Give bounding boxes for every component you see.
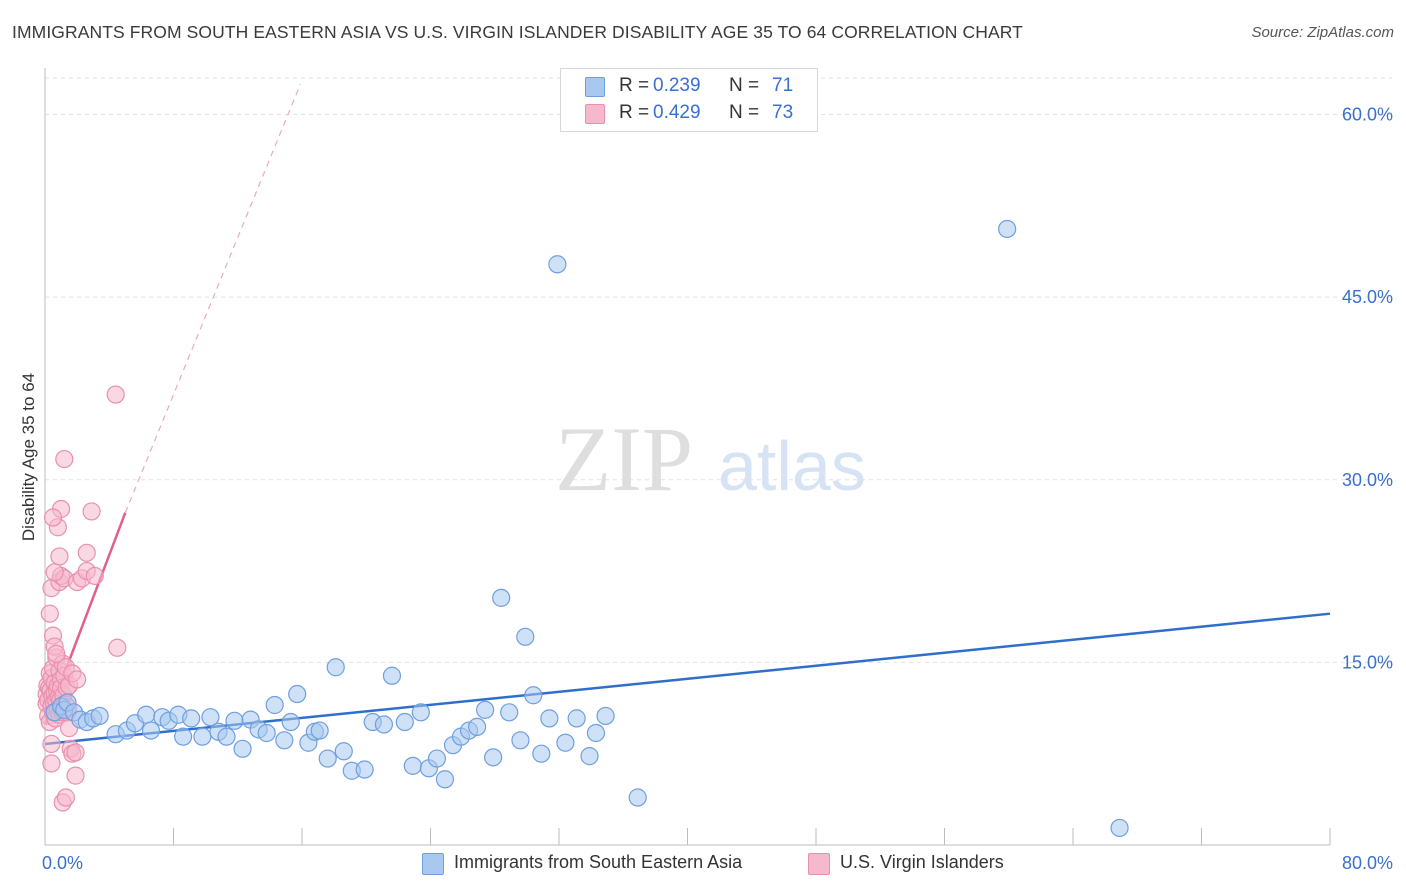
data-point-south-eastern-asia: [556, 733, 575, 752]
y-tick-label: 45.0%: [1342, 287, 1393, 307]
data-point-south-eastern-asia: [182, 709, 201, 728]
data-point-south-eastern-asia: [382, 666, 402, 685]
data-point-south-eastern-asia: [548, 255, 567, 274]
data-point-south-eastern-asia: [476, 700, 495, 719]
data-point-south-eastern-asia: [998, 219, 1017, 239]
data-point-south-eastern-asia: [225, 711, 244, 730]
data-point-us-virgin-islanders: [77, 543, 96, 562]
legend-r-value: 0.429: [653, 102, 701, 123]
source-label: Source: ZipAtlas.com: [1251, 24, 1394, 41]
y-tick-label: 60.0%: [1342, 105, 1393, 125]
series-legend: Immigrants from South Eastern Asia U.S. …: [0, 852, 1406, 878]
gridlines: [45, 77, 1392, 663]
data-point-south-eastern-asia: [580, 747, 599, 766]
points-us-virgin-islanders: [37, 385, 127, 812]
data-point-south-eastern-asia: [217, 727, 236, 746]
data-point-south-eastern-asia: [467, 717, 487, 737]
data-point-us-virgin-islanders: [50, 547, 69, 566]
data-point-south-eastern-asia: [492, 588, 511, 607]
watermark: ZIP atlas: [555, 408, 866, 510]
points-south-eastern-asia: [45, 219, 1129, 838]
data-point-south-eastern-asia: [411, 703, 430, 722]
data-point-south-eastern-asia: [288, 684, 307, 704]
data-point-south-eastern-asia: [355, 760, 374, 779]
data-point-us-virgin-islanders: [43, 508, 63, 527]
legend-swatch-blue: [585, 77, 605, 97]
data-point-south-eastern-asia: [193, 727, 212, 746]
tick-labels: 15.0% 30.0% 45.0% 60.0% 0.0% 80.0%: [42, 105, 1393, 873]
correlation-legend: R = 0.239 N = 71 R = 0.429 N = 73: [560, 68, 818, 132]
y-tick-label: 15.0%: [1342, 652, 1393, 672]
x-tick-label: 0.0%: [42, 853, 83, 873]
data-point-us-virgin-islanders: [45, 563, 64, 582]
legend-label-south-eastern-asia: Immigrants from South Eastern Asia: [454, 852, 743, 872]
data-point-south-eastern-asia: [281, 712, 300, 732]
chart-title: IMMIGRANTS FROM SOUTH EASTERN ASIA VS U.…: [12, 22, 1023, 42]
data-point-south-eastern-asia: [233, 739, 252, 758]
legend-label-us-virgin-islanders: U.S. Virgin Islanders: [840, 852, 1004, 872]
data-point-south-eastern-asia: [395, 712, 414, 732]
legend-r-value: 0.239: [653, 75, 701, 96]
data-point-us-virgin-islanders: [85, 566, 104, 586]
data-point-south-eastern-asia: [540, 709, 559, 728]
data-point-us-virgin-islanders: [108, 638, 127, 657]
data-point-south-eastern-asia: [374, 715, 394, 734]
data-point-south-eastern-asia: [586, 723, 606, 743]
legend-n-value: 71: [772, 75, 794, 96]
data-point-south-eastern-asia: [403, 756, 422, 775]
y-tick-label: 30.0%: [1342, 470, 1393, 490]
data-point-south-eastern-asia: [524, 686, 543, 705]
data-point-south-eastern-asia: [265, 695, 284, 715]
data-point-south-eastern-asia: [318, 749, 337, 768]
data-point-south-eastern-asia: [484, 748, 503, 767]
data-point-south-eastern-asia: [141, 721, 161, 740]
data-point-south-eastern-asia: [334, 742, 353, 761]
data-point-us-virgin-islanders: [68, 670, 87, 689]
data-point-south-eastern-asia: [257, 723, 276, 743]
trend-extension-us-virgin-islanders: [124, 83, 301, 513]
legend-swatch-pink: [808, 853, 830, 875]
legend-swatch-blue: [422, 853, 444, 875]
data-point-south-eastern-asia: [174, 727, 193, 746]
data-point-south-eastern-asia: [435, 770, 455, 789]
data-point-us-virgin-islanders: [55, 449, 74, 469]
data-point-south-eastern-asia: [1110, 818, 1129, 838]
data-point-us-virgin-islanders: [66, 743, 85, 762]
data-point-us-virgin-islanders: [42, 734, 61, 754]
legend-n-value: 73: [772, 102, 794, 123]
data-point-south-eastern-asia: [500, 703, 519, 722]
data-point-us-virgin-islanders: [56, 788, 75, 807]
data-point-south-eastern-asia: [628, 788, 647, 807]
data-point-south-eastern-asia: [326, 658, 345, 677]
data-point-south-eastern-asia: [90, 706, 109, 726]
watermark-atlas: atlas: [718, 427, 866, 505]
data-point-us-virgin-islanders: [40, 604, 59, 623]
data-point-us-virgin-islanders: [47, 644, 66, 663]
x-tick-label: 80.0%: [1342, 853, 1393, 873]
data-point-south-eastern-asia: [596, 706, 615, 726]
watermark-zip: ZIP: [555, 408, 693, 510]
data-point-south-eastern-asia: [201, 708, 220, 727]
legend-n-label: N =: [729, 102, 760, 123]
data-point-south-eastern-asia: [516, 627, 535, 646]
legend-r-label: R =: [619, 75, 650, 96]
data-point-us-virgin-islanders: [66, 766, 85, 785]
data-point-south-eastern-asia: [511, 731, 530, 750]
legend-r-label: R =: [619, 102, 650, 123]
data-point-us-virgin-islanders: [42, 754, 61, 773]
data-point-us-virgin-islanders: [106, 385, 125, 404]
data-point-south-eastern-asia: [427, 749, 447, 768]
data-point-south-eastern-asia: [310, 721, 329, 740]
data-point-south-eastern-asia: [275, 731, 294, 750]
data-point-south-eastern-asia: [532, 744, 551, 763]
legend-n-label: N =: [729, 75, 760, 96]
legend-swatch-pink: [585, 104, 605, 124]
data-point-south-eastern-asia: [137, 705, 156, 724]
y-axis-label: Disability Age 35 to 64: [19, 373, 38, 541]
data-point-south-eastern-asia: [567, 709, 586, 728]
data-point-us-virgin-islanders: [82, 502, 101, 521]
